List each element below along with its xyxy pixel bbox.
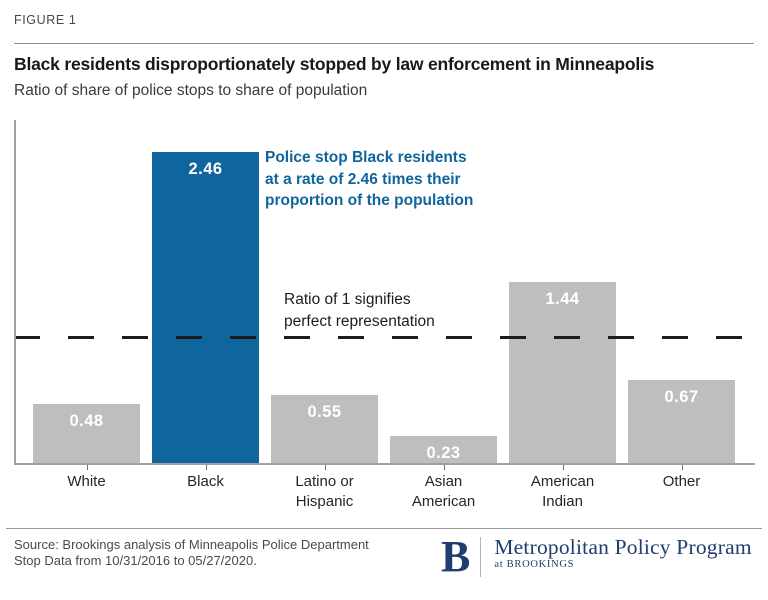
logo-program-name: Metropolitan Policy Program xyxy=(494,535,752,559)
brookings-logo: B Metropolitan Policy Program at BROOKIN… xyxy=(441,532,752,581)
source-note: Source: Brookings analysis of Minneapoli… xyxy=(14,537,369,568)
x-axis-label: American Indian xyxy=(530,473,595,510)
x-axis-tick xyxy=(681,465,683,470)
brookings-b-monogram: B xyxy=(441,532,471,581)
bar-value-label: 0.48 xyxy=(69,412,104,430)
logo-sub-brand: at BROOKINGS xyxy=(494,559,575,570)
bar-american-indian: 1.44 xyxy=(509,282,616,465)
x-axis-label: Latino or Hispanic xyxy=(295,473,354,510)
bar-other: 0.67 xyxy=(628,380,735,465)
bar-asian-american: 0.23 xyxy=(390,436,497,465)
logo-text: Metropolitan Policy Program at BROOKINGS xyxy=(494,536,751,571)
x-axis-label: White xyxy=(67,473,106,490)
bar-value-label: 0.67 xyxy=(664,388,699,406)
x-axis-line xyxy=(14,463,755,465)
footer-divider xyxy=(6,528,762,529)
x-axis-tick xyxy=(205,465,207,470)
bar-latino-or-hispanic: 0.55 xyxy=(271,395,378,465)
logo-divider xyxy=(480,537,482,577)
bar-value-label: 0.55 xyxy=(307,403,342,421)
x-axis-label: Black xyxy=(187,473,224,490)
x-axis-tick xyxy=(86,465,88,470)
chart-subtitle: Ratio of share of police stops to share … xyxy=(14,82,368,99)
x-axis-label: Asian American xyxy=(411,473,476,510)
callout-black-residents: Police stop Black residents at a rate of… xyxy=(265,149,474,209)
chart-title: Black residents disproportionately stopp… xyxy=(14,54,655,74)
x-axis-tick xyxy=(324,465,326,470)
reference-dashed-line xyxy=(14,336,755,339)
x-axis-label: Other xyxy=(662,473,701,490)
plot-area: 0.48 White 2.46 Black 0.55 Latino or Hispanic… xyxy=(14,120,755,510)
bar-value-label: 1.44 xyxy=(545,290,580,308)
bar-value-label: 0.23 xyxy=(426,444,461,462)
x-axis-tick xyxy=(562,465,564,470)
bar-value-label: 2.46 xyxy=(188,160,223,178)
y-axis-line xyxy=(14,120,16,465)
callout-ratio-note: Ratio of 1 signifies perfect representat… xyxy=(284,291,435,330)
bar-white: 0.48 xyxy=(33,404,140,465)
figure-label: FIGURE 1 xyxy=(14,13,77,27)
bar-black: 2.46 xyxy=(152,152,259,465)
top-divider xyxy=(14,43,754,44)
x-axis-tick xyxy=(443,465,445,470)
